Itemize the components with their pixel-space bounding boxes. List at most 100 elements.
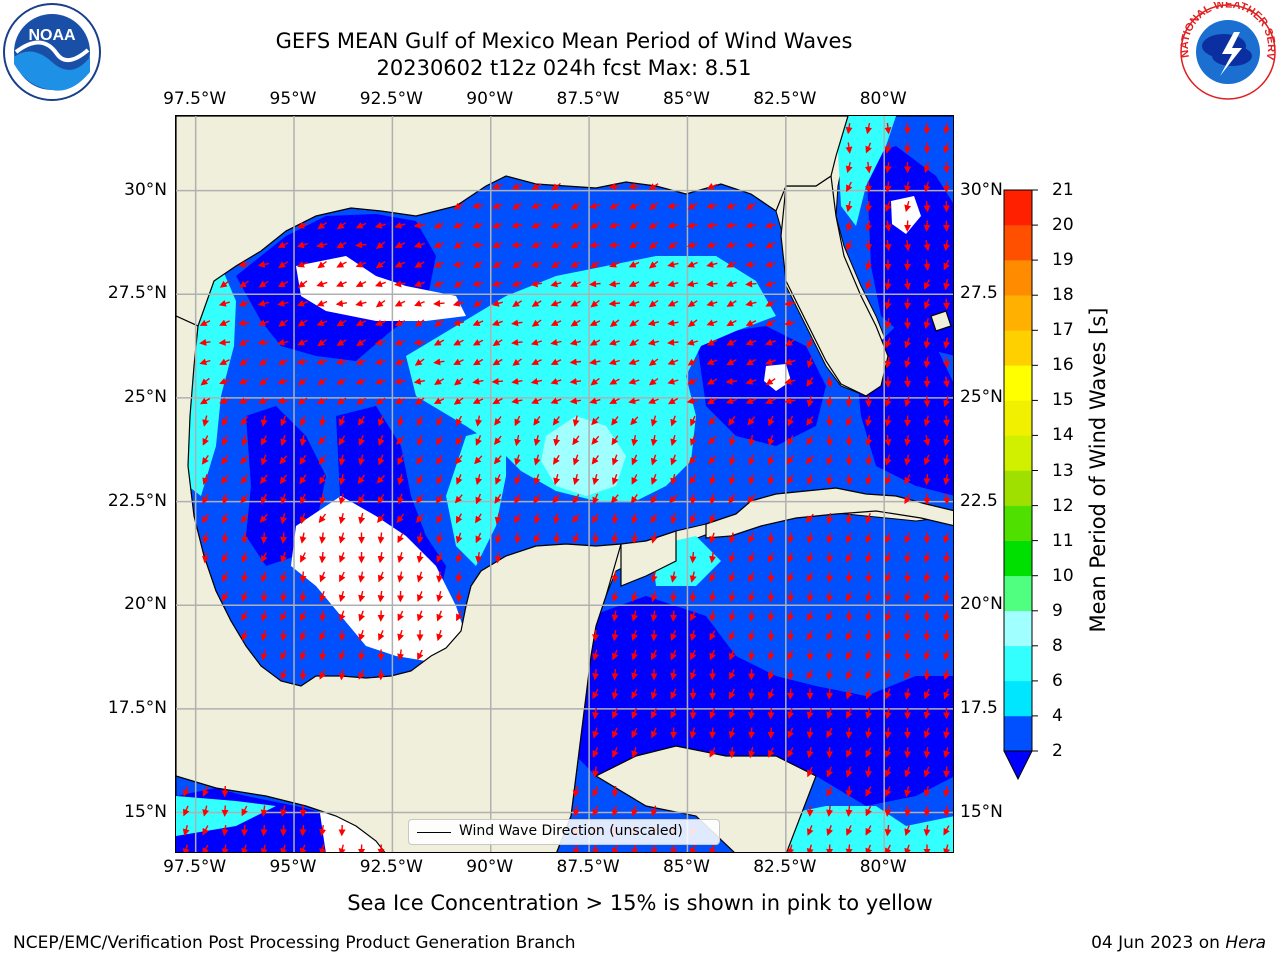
wind-wave-arrow	[492, 358, 503, 366]
wind-wave-arrow	[533, 493, 541, 504]
wind-wave-arrow	[650, 629, 658, 642]
wind-wave-arrow	[686, 338, 699, 346]
wind-wave-arrow	[845, 142, 853, 154]
wind-wave-arrow	[453, 358, 464, 365]
wind-wave-arrow	[416, 494, 424, 504]
wind-wave-arrow	[923, 337, 931, 349]
wind-wave-arrow	[943, 649, 950, 661]
wind-wave-arrow	[943, 844, 951, 852]
wind-wave-arrow	[492, 261, 503, 268]
wind-wave-arrow	[709, 493, 717, 505]
wind-wave-arrow	[512, 202, 523, 210]
wind-wave-arrow	[629, 222, 639, 230]
wind-wave-arrow	[845, 766, 853, 778]
colorbar-tick-label: 16	[1052, 355, 1074, 376]
wind-wave-arrow	[377, 454, 385, 466]
wind-wave-arrow	[806, 844, 814, 852]
wind-wave-arrow	[748, 454, 755, 466]
wind-wave-arrow	[865, 747, 872, 758]
wind-wave-arrow	[745, 319, 757, 326]
wind-wave-arrow	[453, 280, 464, 288]
wind-wave-arrow	[297, 339, 308, 346]
wind-wave-arrow	[297, 378, 308, 386]
wind-wave-arrow	[865, 610, 873, 622]
wind-wave-arrow	[767, 669, 775, 681]
wind-wave-arrow	[551, 182, 561, 191]
wind-wave-arrow	[472, 358, 484, 366]
wind-wave-arrow	[631, 630, 638, 642]
wind-wave-arrow	[629, 319, 639, 327]
wind-wave-arrow	[865, 844, 872, 852]
wind-wave-arrow	[865, 629, 873, 642]
wind-wave-arrow	[609, 202, 620, 209]
wind-wave-arrow	[414, 261, 425, 268]
wind-wave-arrow	[609, 319, 620, 327]
wind-wave-arrow	[787, 415, 794, 427]
wind-wave-arrow	[413, 377, 426, 385]
wind-wave-arrow	[494, 532, 502, 544]
wind-wave-arrow	[260, 493, 268, 505]
wind-wave-arrow	[748, 649, 756, 661]
wind-wave-arrow	[865, 766, 873, 778]
wind-wave-arrow	[394, 377, 406, 385]
wind-wave-arrow	[943, 629, 951, 642]
wind-wave-arrow	[358, 512, 366, 525]
wind-wave-arrow	[550, 319, 562, 326]
wind-wave-arrow	[806, 356, 814, 369]
colorbar-label: Mean Period of Wind Waves [s]	[1086, 307, 1110, 633]
wind-wave-arrow	[787, 571, 794, 583]
wind-wave-arrow	[845, 123, 853, 135]
wind-wave-arrow	[472, 397, 484, 404]
wind-wave-arrow	[258, 280, 269, 288]
wind-wave-arrow	[865, 590, 873, 603]
wind-wave-arrow	[923, 629, 931, 642]
wind-wave-arrow	[648, 358, 659, 366]
wind-wave-arrow	[923, 746, 931, 759]
wind-wave-arrow	[784, 358, 796, 366]
wind-wave-arrow	[745, 260, 757, 268]
wind-wave-arrow	[923, 239, 931, 252]
wind-wave-arrow	[670, 590, 678, 603]
wind-wave-arrow	[355, 241, 367, 249]
wind-wave-arrow	[923, 649, 931, 661]
wind-wave-arrow	[569, 338, 581, 346]
wind-wave-arrow	[650, 844, 658, 852]
wind-wave-arrow	[260, 415, 268, 427]
wind-wave-arrow	[219, 358, 230, 365]
colorbar-tick-label: 13	[1052, 460, 1074, 481]
wind-wave-arrow	[570, 222, 581, 229]
wind-wave-arrow	[473, 261, 483, 269]
wind-wave-arrow	[943, 610, 951, 622]
lon-tick-label: 85°W	[662, 89, 710, 109]
lat-tick-label: 20°N	[124, 594, 167, 615]
wind-wave-arrow	[261, 435, 268, 446]
wind-wave-arrow	[475, 552, 483, 564]
wind-wave-arrow	[570, 261, 581, 268]
wind-wave-arrow	[492, 397, 503, 405]
colorbar-segment	[1004, 470, 1032, 506]
wind-wave-arrow	[416, 434, 424, 447]
wind-wave-arrow	[825, 434, 833, 447]
wind-wave-arrow	[667, 221, 679, 229]
wind-wave-arrow	[903, 239, 911, 252]
wind-wave-arrow	[648, 397, 659, 404]
wind-wave-arrow	[943, 454, 951, 466]
wind-wave-arrow	[435, 494, 443, 504]
wind-wave-arrow	[846, 181, 853, 193]
wind-wave-arrow	[319, 532, 327, 544]
wind-wave-arrow	[631, 844, 639, 852]
wind-wave-arrow	[687, 261, 698, 268]
wind-wave-arrow	[748, 727, 756, 739]
wind-wave-arrow	[729, 630, 736, 641]
wind-wave-arrow	[335, 358, 348, 366]
wind-wave-arrow	[355, 280, 367, 287]
wind-wave-arrow	[942, 415, 950, 427]
wind-wave-arrow	[358, 610, 365, 622]
wind-wave-arrow	[493, 455, 502, 465]
wind-wave-arrow	[512, 300, 523, 307]
wind-wave-arrow	[377, 513, 385, 523]
wind-wave-arrow	[904, 688, 912, 700]
colorbar-tick-label: 10	[1052, 565, 1074, 586]
wind-wave-arrow	[260, 610, 268, 622]
wind-wave-arrow	[241, 552, 249, 564]
